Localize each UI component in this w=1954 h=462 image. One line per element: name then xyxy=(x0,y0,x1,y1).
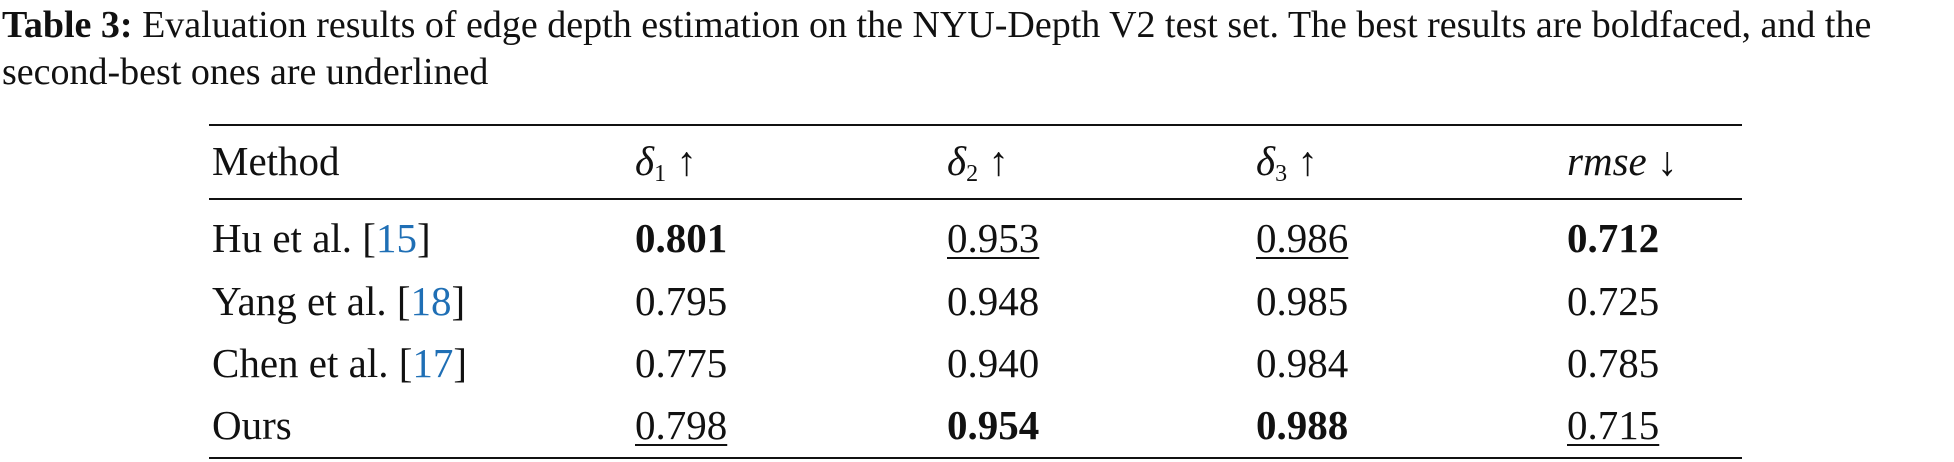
header-arrow: ↑ xyxy=(676,138,697,184)
value-cell: 0.798 xyxy=(635,402,728,448)
value-cell: 0.953 xyxy=(947,215,1040,261)
header-arrow: ↑ xyxy=(988,138,1009,184)
value-cell: 0.795 xyxy=(635,278,728,324)
mid-rule xyxy=(209,198,1742,200)
value-cell: 0.801 xyxy=(635,215,728,261)
bottom-rule xyxy=(209,457,1742,459)
citation-bracket: ] xyxy=(451,278,466,324)
value-cell: 0.775 xyxy=(635,340,728,386)
header-arrow: ↑ xyxy=(1297,138,1318,184)
header-subscript: 1 xyxy=(654,161,667,187)
citation-bracket: ] xyxy=(416,215,431,261)
header-cell: δ2 ↑ xyxy=(947,137,1009,198)
method-name: Ours xyxy=(212,402,292,448)
header-text: Method xyxy=(212,138,340,184)
citation-link[interactable]: 18 xyxy=(410,278,452,324)
header-cell: Method xyxy=(212,137,340,185)
caption-label: Table 3: xyxy=(2,4,133,46)
value-cell: 0.988 xyxy=(1256,402,1349,448)
caption-text: Evaluation results of edge depth estimat… xyxy=(2,4,1872,93)
header-text: rmse xyxy=(1567,138,1647,184)
value-cell: 0.940 xyxy=(947,340,1040,386)
header-cell: rmse ↓ xyxy=(1567,137,1677,185)
method-name: Yang et al. xyxy=(212,278,397,324)
header-subscript: 2 xyxy=(966,161,979,187)
method-cell: Yang et al. [18] xyxy=(212,277,465,325)
header-symbol: δ xyxy=(635,138,655,184)
value-cell: 0.985 xyxy=(1256,278,1349,324)
citation-bracket: ] xyxy=(453,340,468,386)
value-cell: 0.725 xyxy=(1567,278,1660,324)
method-cell: Hu et al. [15] xyxy=(212,214,431,262)
top-rule xyxy=(209,124,1742,126)
header-symbol: δ xyxy=(1256,138,1276,184)
value-cell: 0.954 xyxy=(947,402,1040,448)
value-cell: 0.712 xyxy=(1567,215,1660,261)
value-cell: 0.785 xyxy=(1567,340,1660,386)
header-symbol: δ xyxy=(947,138,967,184)
citation-bracket: [ xyxy=(398,340,413,386)
value-cell: 0.715 xyxy=(1567,402,1660,448)
value-cell: 0.986 xyxy=(1256,215,1349,261)
citation-link[interactable]: 17 xyxy=(412,340,454,386)
header-subscript: 3 xyxy=(1275,161,1288,187)
method-cell: Ours xyxy=(212,401,292,449)
caption: Table 3: Evaluation results of edge dept… xyxy=(2,2,1947,96)
method-name: Hu et al. xyxy=(212,215,363,261)
citation-bracket: [ xyxy=(362,215,376,261)
header-cell: δ3 ↑ xyxy=(1256,137,1318,198)
method-name: Chen et al. xyxy=(212,340,399,386)
header-arrow: ↓ xyxy=(1656,138,1678,184)
method-cell: Chen et al. [17] xyxy=(212,339,467,387)
value-cell: 0.948 xyxy=(947,278,1040,324)
value-cell: 0.984 xyxy=(1256,340,1349,386)
citation-bracket: [ xyxy=(396,278,411,324)
header-cell: δ1 ↑ xyxy=(635,137,697,198)
citation-link[interactable]: 15 xyxy=(375,215,417,261)
